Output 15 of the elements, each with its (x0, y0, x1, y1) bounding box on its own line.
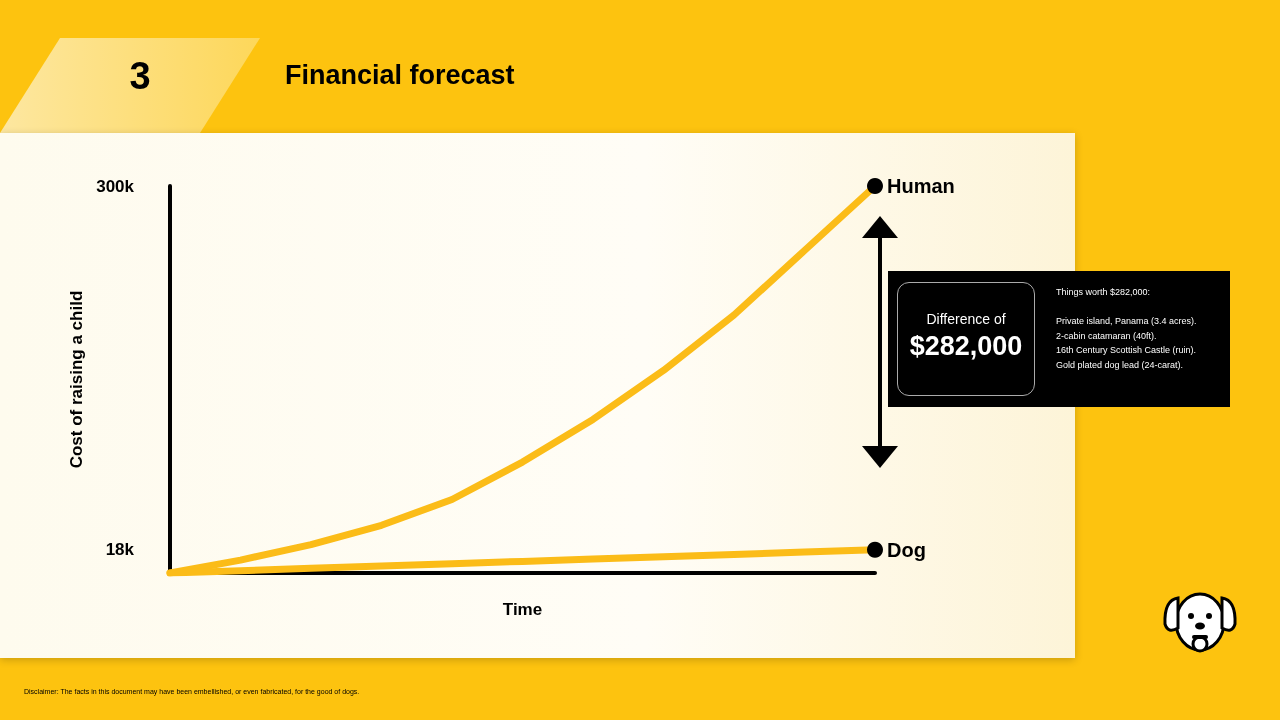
series-label: Dog (887, 538, 926, 561)
y-axis-title: Cost of raising a child (67, 290, 87, 469)
text: 2-cabin catamaran (40ft). (1056, 329, 1158, 343)
text: Difference of (925, 311, 1007, 327)
text: Gold plated dog lead (24-carat). (1056, 358, 1185, 372)
x-axis-title: Time (502, 600, 543, 619)
text: Things worth $282,000: (1056, 286, 1152, 299)
text: $282,000 (908, 331, 1024, 362)
text: 3 (128, 55, 152, 98)
y-tick-label: 18k (105, 540, 135, 560)
chart-title: Financial forecast (285, 60, 515, 91)
text: 16th Century Scottish Castle (ruin). (1056, 344, 1197, 357)
text: Private island, Panama (3.4 acres). (1056, 315, 1197, 328)
y-tick-label: 300k (96, 176, 135, 196)
series-label: Human (887, 175, 955, 197)
